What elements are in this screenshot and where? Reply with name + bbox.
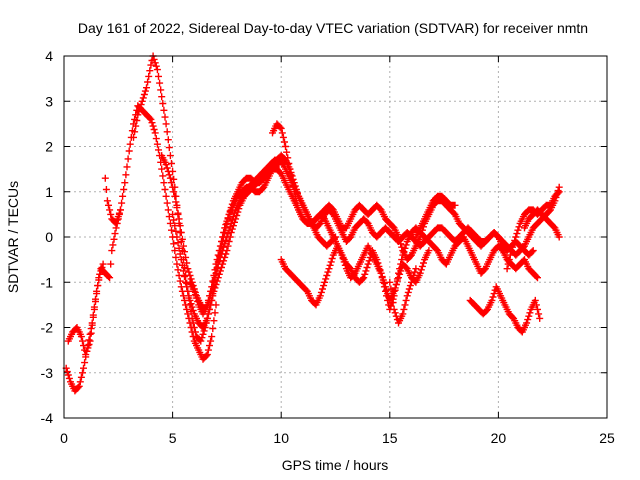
data-points	[62, 52, 563, 395]
data-point-markers	[503, 188, 563, 273]
series-arc-10	[386, 265, 420, 327]
series-arc-12	[466, 283, 544, 336]
x-axis-label: GPS time / hours	[282, 457, 389, 473]
series-arc-2	[64, 260, 107, 359]
series-arc-3	[101, 174, 124, 227]
x-tick-label: 10	[273, 430, 289, 446]
y-tick-label: -2	[41, 320, 54, 336]
y-tick-label: 2	[45, 139, 53, 155]
y-tick-label: -3	[41, 365, 54, 381]
data-point-markers	[386, 265, 420, 327]
y-tick-label: 4	[45, 48, 53, 64]
series-arc-11	[412, 192, 459, 241]
data-point-markers	[466, 283, 544, 336]
y-tick-label: 3	[45, 93, 53, 109]
data-point-markers	[64, 260, 107, 359]
x-tick-label: 20	[491, 430, 507, 446]
y-tick-label: -4	[41, 410, 54, 426]
data-point-markers	[412, 192, 459, 241]
data-point-markers	[186, 152, 537, 318]
x-tick-label: 5	[169, 430, 177, 446]
y-tick-label: -1	[41, 274, 54, 290]
x-tick-label: 0	[60, 430, 68, 446]
x-tick-label: 25	[599, 430, 615, 446]
plot-frame	[63, 55, 608, 419]
tick-labels: 0 5 10 15 20 25 -4 -3 -2 -1 0 1 2 3 4	[41, 48, 615, 446]
y-axis-label: SDTVAR / TECUs	[5, 181, 21, 293]
series-arc-7	[186, 152, 537, 318]
y-tick-label: 0	[45, 229, 53, 245]
series-arc-14	[503, 188, 563, 273]
chart-title: Day 161 of 2022, Sidereal Day-to-day VTE…	[78, 20, 588, 36]
y-tick-label: 1	[45, 184, 53, 200]
data-point-markers	[101, 174, 124, 227]
x-tick-label: 15	[382, 430, 398, 446]
